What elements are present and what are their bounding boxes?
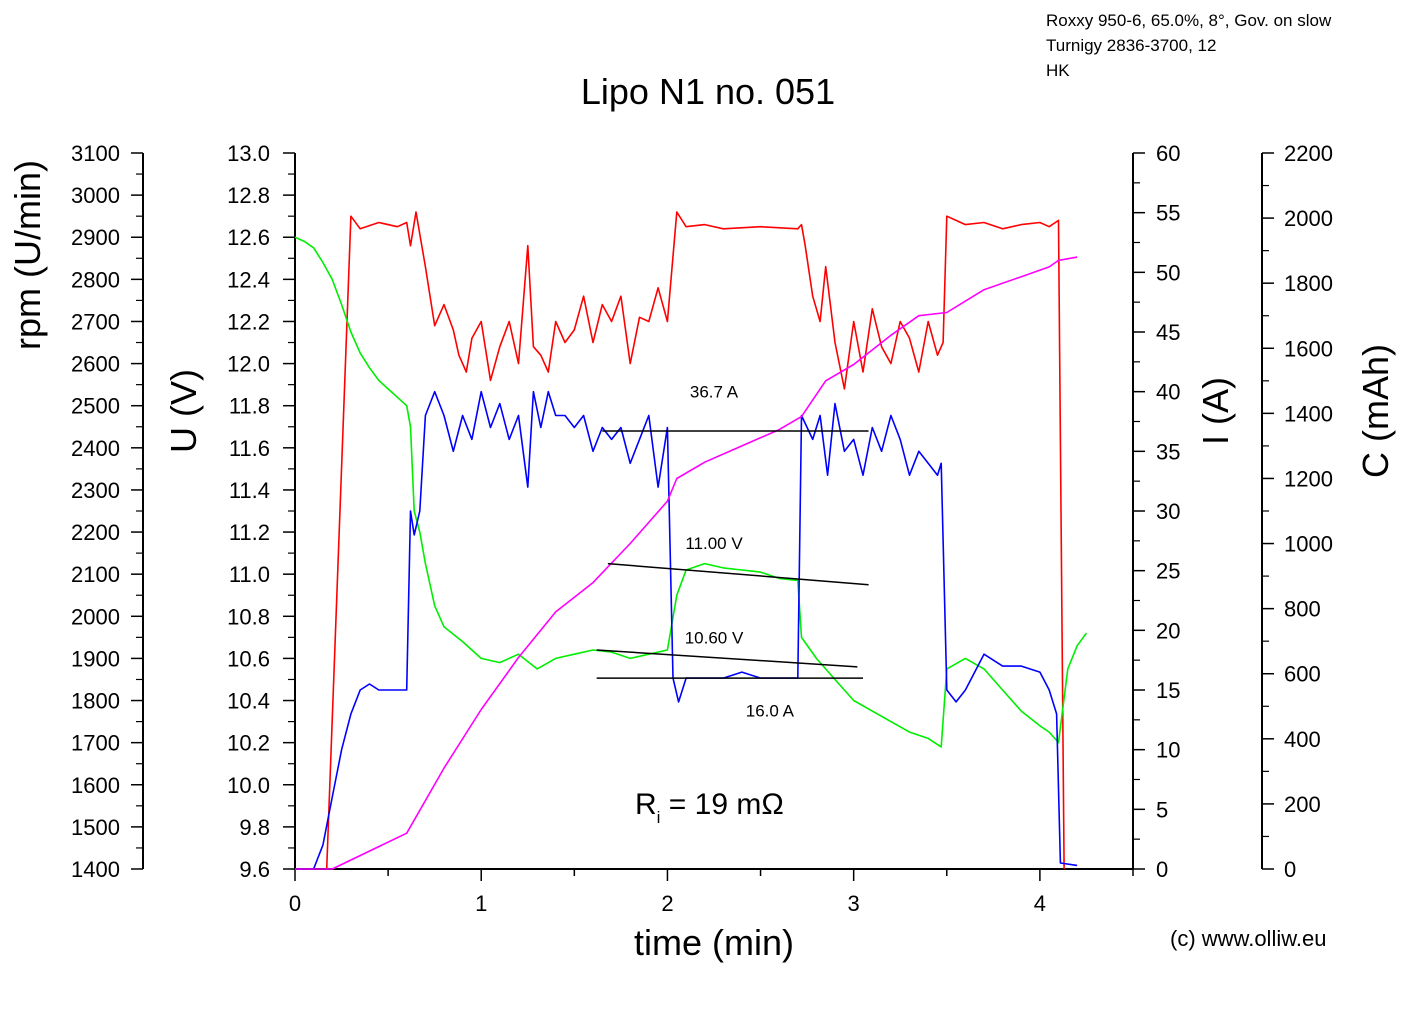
rpm-tick-label: 2200 [71, 520, 120, 545]
rpm-tick-label: 1500 [71, 815, 120, 840]
i-tick-label: 60 [1156, 141, 1180, 166]
rpm-series-line [325, 211, 1065, 870]
annotations: 36.7 A 11.00 V 10.60 V 16.0 A [596, 383, 869, 720]
x-tick-label: 0 [289, 891, 301, 916]
header-info-line: Turnigy 2836-3700, 12 [1046, 36, 1217, 55]
rpm-tick-label: 2000 [71, 604, 120, 629]
annotation-line [607, 562, 869, 586]
rpm-tick-label: 2800 [71, 267, 120, 292]
u-tick-label: 10.4 [227, 689, 270, 714]
header-info-line: Roxxy 950-6, 65.0%, 8°, Gov. on slow [1046, 11, 1332, 30]
rpm-tick-label: 2400 [71, 436, 120, 461]
rpm-tick-label: 1400 [71, 857, 120, 882]
header-info-line: HK [1046, 61, 1070, 80]
i-tick-label: 10 [1156, 738, 1180, 763]
i-tick-label: 35 [1156, 439, 1180, 464]
c-tick-label: 1600 [1284, 336, 1333, 361]
u-tick-label: 12.6 [227, 225, 270, 250]
rpm-tick-label: 2300 [71, 478, 120, 503]
rpm-tick-label: 2100 [71, 562, 120, 587]
u-tick-label: 12.2 [227, 309, 270, 334]
u-tick-label: 11.0 [229, 562, 270, 587]
c-tick-label: 1200 [1284, 466, 1333, 491]
u-series-line [294, 236, 1088, 748]
x-tick-label: 4 [1034, 891, 1046, 916]
x-tick-label: 2 [661, 891, 673, 916]
u-tick-label: 11.4 [229, 478, 270, 503]
rpm-tick-label: 1800 [71, 689, 120, 714]
chart-title: Lipo N1 no. 051 [581, 71, 835, 112]
c-series-line [295, 256, 1078, 870]
u-tick-label: 12.8 [227, 183, 270, 208]
rpm-tick-label: 3000 [71, 183, 120, 208]
copyright-text: (c) www.olliw.eu [1170, 926, 1327, 951]
annotation-label: 10.60 V [685, 629, 744, 648]
rpm-tick-label: 2900 [71, 225, 120, 250]
rpm-tick-label: 2500 [71, 394, 120, 419]
c-tick-label: 1400 [1284, 401, 1333, 426]
c-tick-label: 1800 [1284, 271, 1333, 296]
plot-frame [294, 153, 1134, 870]
u-tick-label: 11.6 [229, 436, 270, 461]
annotation-line [596, 649, 858, 668]
i-tick-label: 40 [1156, 380, 1180, 405]
c-tick-label: 0 [1284, 857, 1296, 882]
c-tick-label: 200 [1284, 792, 1321, 817]
u-tick-label: 11.2 [229, 520, 270, 545]
rpm-tick-label: 2700 [71, 309, 120, 334]
x-tick-label: 1 [475, 891, 487, 916]
i-tick-label: 5 [1156, 797, 1168, 822]
x-tick-label: 3 [848, 891, 860, 916]
u-tick-label: 9.6 [239, 857, 270, 882]
c-tick-label: 2200 [1284, 141, 1333, 166]
i-tick-label: 20 [1156, 618, 1180, 643]
c-tick-label: 2000 [1284, 206, 1333, 231]
u-tick-label: 10.8 [227, 604, 270, 629]
rpm-tick-label: 1700 [71, 731, 120, 756]
c-tick-label: 800 [1284, 597, 1321, 622]
rpm-tick-label: 1900 [71, 646, 120, 671]
i-tick-label: 0 [1156, 857, 1168, 882]
xaxis-title: time (min) [634, 922, 794, 963]
axes: 0 1 2 3 414001500160017001800190020002100220… [7, 141, 1396, 916]
i-tick-label: 25 [1156, 559, 1180, 584]
rpm-tick-label: 3100 [71, 141, 120, 166]
i-tick-label: 30 [1156, 499, 1180, 524]
rpm-axis-title: rpm (U/min) [7, 160, 48, 350]
c-axis-title: C (mAh) [1355, 344, 1396, 478]
i-tick-label: 50 [1156, 260, 1180, 285]
u-tick-label: 10.6 [227, 646, 270, 671]
c-tick-label: 600 [1284, 662, 1321, 687]
u-tick-label: 12.4 [227, 267, 270, 292]
i-tick-label: 15 [1156, 678, 1180, 703]
annotation-label: 36.7 A [690, 383, 739, 402]
u-axis-title: U (V) [163, 369, 204, 453]
u-tick-label: 11.8 [229, 394, 270, 419]
rpm-tick-label: 2600 [71, 352, 120, 377]
u-tick-label: 12.0 [227, 352, 270, 377]
i-axis-title: I (A) [1195, 377, 1236, 445]
u-tick-label: 10.0 [227, 773, 270, 798]
rpm-tick-label: 1600 [71, 773, 120, 798]
i-series-line [295, 390, 1078, 870]
c-tick-label: 1000 [1284, 532, 1333, 557]
ri-label: Ri = 19 mΩ [635, 788, 784, 827]
annotation-label: 11.00 V [685, 534, 743, 553]
i-tick-label: 55 [1156, 201, 1180, 226]
u-tick-label: 10.2 [227, 731, 270, 756]
u-tick-label: 13.0 [227, 141, 270, 166]
u-tick-label: 9.8 [239, 815, 270, 840]
i-tick-label: 45 [1156, 320, 1180, 345]
annotation-label: 16.0 A [746, 701, 795, 720]
c-tick-label: 400 [1284, 727, 1321, 752]
data-series [294, 211, 1088, 870]
